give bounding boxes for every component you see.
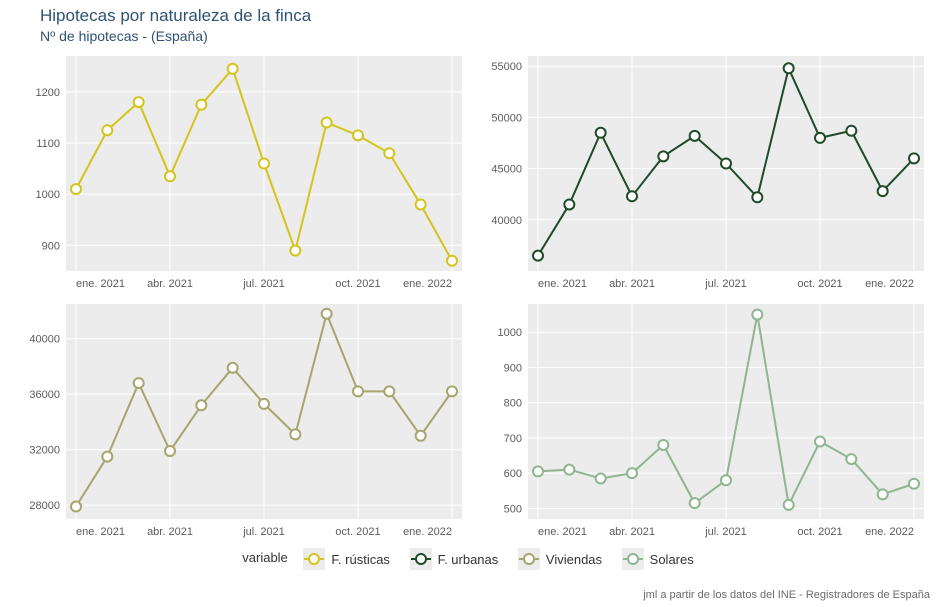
svg-text:1100: 1100 xyxy=(36,138,60,150)
legend-key-icon xyxy=(410,548,432,570)
svg-text:55000: 55000 xyxy=(491,61,522,73)
svg-text:40000: 40000 xyxy=(491,215,522,227)
svg-text:abr. 2021: abr. 2021 xyxy=(609,526,655,538)
svg-text:45000: 45000 xyxy=(491,164,522,176)
svg-text:ene. 2021: ene. 2021 xyxy=(76,526,125,538)
facet-grid: 900 1000 1100 1200 ene. 2021 abr. 2021 jul. 20… xyxy=(10,50,934,545)
svg-text:ene. 2021: ene. 2021 xyxy=(76,278,125,290)
svg-text:32000: 32000 xyxy=(29,444,60,456)
svg-text:50000: 50000 xyxy=(491,112,522,124)
svg-text:ene. 2021: ene. 2021 xyxy=(538,526,587,538)
svg-text:oct. 2021: oct. 2021 xyxy=(335,278,380,290)
svg-text:jul. 2021: jul. 2021 xyxy=(242,278,285,290)
svg-text:oct. 2021: oct. 2021 xyxy=(797,526,842,538)
svg-text:700: 700 xyxy=(504,432,522,444)
svg-text:jul. 2021: jul. 2021 xyxy=(704,278,747,290)
svg-text:800: 800 xyxy=(504,397,522,409)
legend-text: F. rústicas xyxy=(331,552,390,567)
svg-text:abr. 2021: abr. 2021 xyxy=(609,278,655,290)
svg-text:jul. 2021: jul. 2021 xyxy=(704,526,747,538)
panel-viviendas: 28000 32000 36000 40000 ene. 2021 abr. 2021 ju… xyxy=(10,298,472,546)
svg-text:ene. 2022: ene. 2022 xyxy=(403,278,452,290)
svg-text:1000: 1000 xyxy=(498,327,522,339)
figure-container: Hipotecas por naturaleza de la finca Nº … xyxy=(0,0,944,607)
legend-key-icon xyxy=(622,548,644,570)
figure-subtitle: Nº de hipotecas - (España) xyxy=(40,28,208,44)
panel-urbanas: 40000 45000 50000 55000 ene. 2021 abr. 2021 ju… xyxy=(472,50,934,298)
svg-text:ene. 2022: ene. 2022 xyxy=(403,526,452,538)
legend-text: Solares xyxy=(650,552,694,567)
svg-text:oct. 2021: oct. 2021 xyxy=(335,526,380,538)
svg-text:900: 900 xyxy=(504,362,522,374)
legend-item-urbanas: F. urbanas xyxy=(410,548,499,570)
svg-text:ene. 2021: ene. 2021 xyxy=(538,278,587,290)
svg-text:ene. 2022: ene. 2022 xyxy=(865,278,914,290)
svg-text:900: 900 xyxy=(42,240,60,252)
svg-text:500: 500 xyxy=(504,503,522,515)
legend-key-icon xyxy=(303,548,325,570)
svg-text:jul. 2021: jul. 2021 xyxy=(242,526,285,538)
svg-text:28000: 28000 xyxy=(29,500,60,512)
svg-text:1200: 1200 xyxy=(36,87,60,99)
svg-text:600: 600 xyxy=(504,468,522,480)
svg-text:40000: 40000 xyxy=(29,333,60,345)
figure-title: Hipotecas por naturaleza de la finca xyxy=(40,6,311,26)
legend: variable F. rústicas F. urbanas Vivienda… xyxy=(0,548,944,570)
svg-text:abr. 2021: abr. 2021 xyxy=(147,278,193,290)
legend-item-solares: Solares xyxy=(622,548,694,570)
svg-text:36000: 36000 xyxy=(29,389,60,401)
panel-solares: 500 600 700 800 900 1000 ene. 2021 abr. 2021 jul… xyxy=(472,298,934,546)
legend-text: F. urbanas xyxy=(438,552,499,567)
legend-item-viviendas: Viviendas xyxy=(518,548,602,570)
legend-text: Viviendas xyxy=(546,552,602,567)
legend-key-icon xyxy=(518,548,540,570)
figure-caption: jml a partir de los datos del INE - Regi… xyxy=(643,589,930,601)
legend-label: variable xyxy=(242,550,288,565)
legend-item-rusticas: F. rústicas xyxy=(303,548,390,570)
svg-text:abr. 2021: abr. 2021 xyxy=(147,526,193,538)
svg-text:ene. 2022: ene. 2022 xyxy=(865,526,914,538)
svg-text:1000: 1000 xyxy=(36,189,60,201)
svg-text:oct. 2021: oct. 2021 xyxy=(797,278,842,290)
panel-rusticas: 900 1000 1100 1200 ene. 2021 abr. 2021 jul. 20… xyxy=(10,50,472,298)
